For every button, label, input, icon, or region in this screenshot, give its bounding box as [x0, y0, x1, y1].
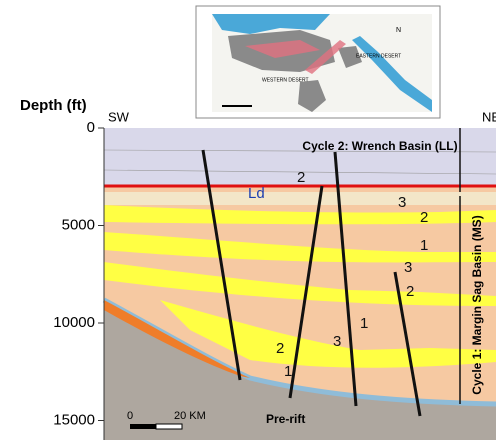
horizon-label: Ld — [248, 185, 265, 202]
map-label: WESTERN DESERT — [262, 77, 309, 83]
scale-bar — [156, 424, 182, 429]
north-arrow: N — [396, 27, 401, 34]
scale-label: 0 — [127, 410, 133, 422]
unit-label: 3 — [333, 333, 341, 350]
unit-label: 2 — [276, 340, 284, 357]
tick-label: 15000 — [53, 411, 95, 428]
figure: WESTERN DESERT EASTERN DESERT N Depth (f… — [0, 0, 496, 440]
unit-label: 1 — [420, 237, 428, 254]
map-label: EASTERN DESERT — [356, 53, 401, 59]
tan-layer — [104, 192, 496, 205]
unit-label: 2 — [297, 169, 305, 186]
axis-label: Depth (ft) — [20, 97, 87, 114]
unit-label: 3 — [398, 194, 406, 211]
direction-label: SW — [108, 109, 130, 124]
unit-label: 2 — [420, 209, 428, 226]
cycle-label: Cycle 1: Margin Sag Basin (MS) — [470, 215, 484, 394]
unit-label: 1 — [360, 315, 368, 332]
unit-label: 1 — [284, 363, 292, 380]
tick-label: 10000 — [53, 314, 95, 331]
unit-label: 2 — [406, 283, 414, 300]
cycle-label: Cycle 2: Wrench Basin (LL) — [302, 139, 457, 153]
tick-label: 0 — [87, 119, 95, 136]
unit-label: 3 — [404, 259, 412, 276]
scale-bar — [130, 424, 156, 429]
basement-label: Pre-rift — [266, 412, 305, 426]
scale-label: 20 KM — [174, 410, 206, 422]
direction-label: NE — [482, 109, 496, 124]
depth-ticks: 0 5000 10000 15000 — [53, 119, 104, 429]
tick-label: 5000 — [62, 216, 95, 233]
inset-map: WESTERN DESERT EASTERN DESERT N — [196, 6, 440, 118]
